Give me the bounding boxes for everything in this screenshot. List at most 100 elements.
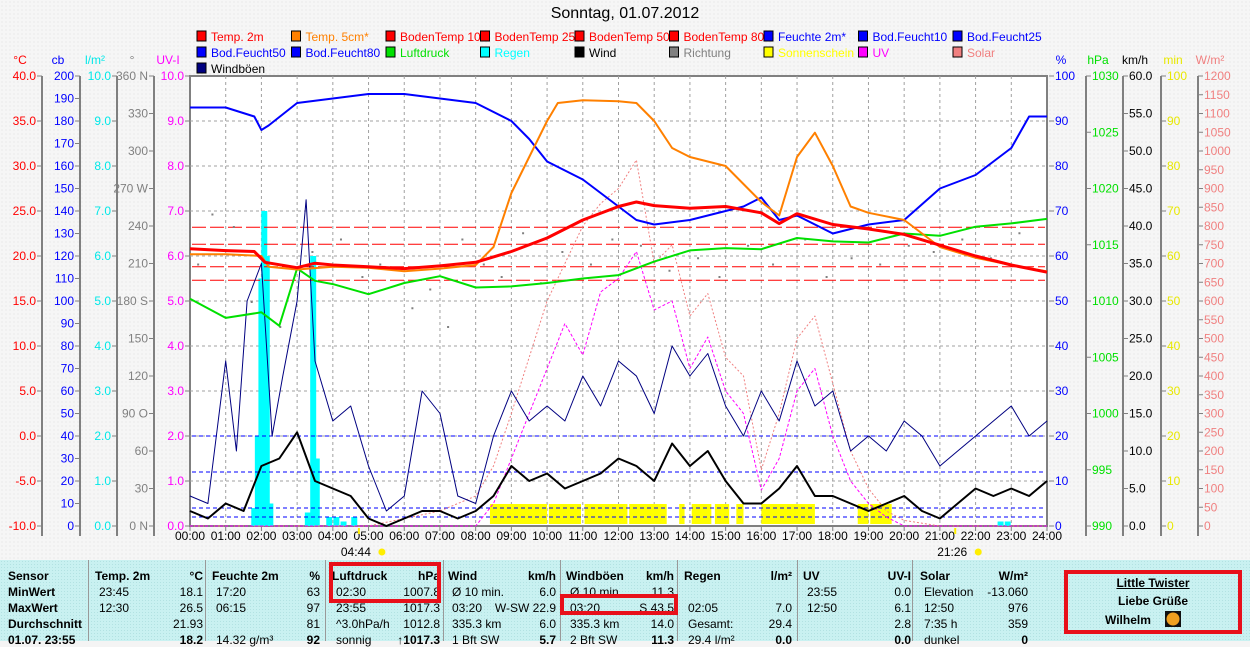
- axis-tick-label: 40: [1055, 339, 1069, 353]
- direction-point: [250, 301, 253, 303]
- cell-value: ↑1017.3: [397, 633, 440, 647]
- axis-tick-label: 0.0: [94, 519, 111, 533]
- legend-item: Temp. 2m: [196, 30, 264, 44]
- axis-tick-label: 995: [1092, 463, 1112, 477]
- direction-point: [339, 238, 342, 241]
- axis-tick-label: 8.0: [167, 159, 184, 173]
- axis-tick-label: 0.0: [167, 519, 184, 533]
- greeting-line2: Wilhelm: [1105, 613, 1151, 627]
- axis-tick-label: 600: [1204, 294, 1224, 308]
- legend-label: Richtung: [684, 46, 731, 60]
- cell-value: -13.060: [987, 585, 1028, 599]
- greeting-line1: Liebe Grüße: [1117, 594, 1188, 608]
- direction-point: [961, 238, 964, 241]
- direction-point: [279, 326, 282, 328]
- axis-tick-label: 200: [1204, 444, 1224, 458]
- cell-value: 6.1: [894, 601, 911, 615]
- axis-tick-label: 90: [1055, 114, 1069, 128]
- legend-item: BodenTemp 25: [480, 30, 576, 44]
- x-axis-tick-label: 08:00: [461, 529, 491, 543]
- column-divider: [325, 560, 326, 641]
- axis-tick-label: 240: [128, 219, 148, 233]
- column-divider: [797, 560, 798, 641]
- axis-tick-label: 300: [1204, 407, 1224, 421]
- legend-item: Bod.Feucht80: [291, 46, 381, 60]
- column-unit: °C: [189, 569, 203, 583]
- axis-tick-label: 950: [1204, 163, 1224, 177]
- axis-tick-label: 130: [54, 227, 74, 241]
- legend-label: Temp. 5cm*: [306, 30, 370, 44]
- axis-unit-label: l/m²: [85, 53, 105, 67]
- cell-value: 6.0: [539, 585, 556, 599]
- axis-tick-label: -5.0: [15, 474, 36, 488]
- axis-tick-label: 3.0: [94, 384, 111, 398]
- axis-l/m²: l/m² 10.0 9.0 8.0 7.0 6.0 5.0 4.0 3.0 2.0 1.0 0.0: [85, 53, 118, 536]
- sunshine-bar: [584, 504, 628, 524]
- axis-unit-label: UV-I: [156, 53, 179, 67]
- axis-tick-label: 90 O: [122, 407, 148, 421]
- legend-swatch: [763, 46, 774, 58]
- axis-tick-label: 1150: [1204, 88, 1230, 102]
- highlight-windboeen-max: [560, 594, 678, 615]
- axis-tick-label: 40: [1167, 339, 1181, 353]
- rain-bar: [313, 458, 320, 526]
- sun-icon: [378, 548, 386, 556]
- axis-tick-label: 35.0: [13, 114, 37, 128]
- axis-hPa: hPa 1030 1025 1020 1015 1010 1005 1000 995 990: [1085, 53, 1119, 536]
- sunset-time-label: 21:26: [937, 545, 967, 559]
- axis-tick-label: 5.0: [94, 294, 111, 308]
- axis-tick-label: 40.0: [1129, 219, 1153, 233]
- direction-point: [361, 276, 364, 278]
- cell-label: Elevation: [924, 585, 974, 599]
- sunshine-bar: [870, 504, 892, 524]
- axis-tick-label: 150: [128, 332, 148, 346]
- axis-tick-label: 5.0: [19, 384, 36, 398]
- x-axis-tick-label: 20:00: [889, 529, 919, 543]
- axis-tick-label: 10.0: [13, 339, 37, 353]
- column-unit: W/m²: [998, 569, 1028, 583]
- axis-tick-label: 20: [1055, 429, 1069, 443]
- cell-value: 11.3: [651, 633, 674, 647]
- axis-tick-label: 150: [54, 182, 74, 196]
- axis-tick-label: 15.0: [1129, 407, 1153, 421]
- rain-bar: [263, 256, 270, 526]
- x-axis-tick-label: 00:00: [175, 529, 205, 543]
- axis-tick-label: 1200: [1204, 69, 1231, 83]
- x-axis-tick-label: 15:00: [711, 529, 741, 543]
- axis-tick-label: 1020: [1092, 182, 1119, 196]
- column-title: Regen: [684, 569, 721, 583]
- axis-tick-label: 2.0: [167, 429, 184, 443]
- axis-tick-label: 170: [54, 137, 74, 151]
- axis-tick-label: 50: [1204, 500, 1218, 514]
- axis-tick-label: 0: [67, 519, 74, 533]
- axis-tick-label: 50: [61, 407, 75, 421]
- axis-tick-label: 60: [135, 444, 149, 458]
- legend-item: Temp. 5cm*: [291, 30, 370, 44]
- axis-tick-label: 210: [128, 257, 148, 271]
- axis-tick-label: 6.0: [94, 249, 111, 263]
- direction-point: [639, 244, 642, 247]
- axis-tick-label: 7.0: [94, 204, 111, 218]
- sunshine-bar: [714, 504, 730, 524]
- legend-swatch: [196, 46, 207, 58]
- cell-label: 12:50: [807, 601, 838, 615]
- legend-label: BodenTemp 80: [684, 30, 765, 44]
- legend-item: Richtung: [669, 46, 731, 60]
- legend-item: Bod.Feucht25: [952, 30, 1042, 44]
- legend-label: Feuchte 2m*: [778, 30, 846, 44]
- axis-tick-label: 1005: [1092, 350, 1119, 364]
- legend-item: BodenTemp 10: [385, 30, 481, 44]
- axis-tick-label: 120: [54, 249, 74, 263]
- axis-tick-label: 20: [1167, 429, 1181, 443]
- axis-tick-label: 90: [61, 317, 75, 331]
- direction-point: [697, 257, 700, 260]
- axis-tick-label: 55.0: [1129, 107, 1153, 121]
- column-divider: [912, 560, 913, 641]
- axis-tick-label: 100: [54, 294, 74, 308]
- axis-tick-label: 1.0: [94, 474, 111, 488]
- weather-chart: °C 40.0 35.0 30.0 25.0 20.0 15.0 10.0 5.0 0.0 -5.0…: [9, 30, 1231, 559]
- axis-tick-label: 110: [55, 272, 74, 286]
- column-title: UV: [803, 569, 820, 583]
- legend-swatch: [196, 30, 207, 42]
- axis-tick-label: 9.0: [167, 114, 184, 128]
